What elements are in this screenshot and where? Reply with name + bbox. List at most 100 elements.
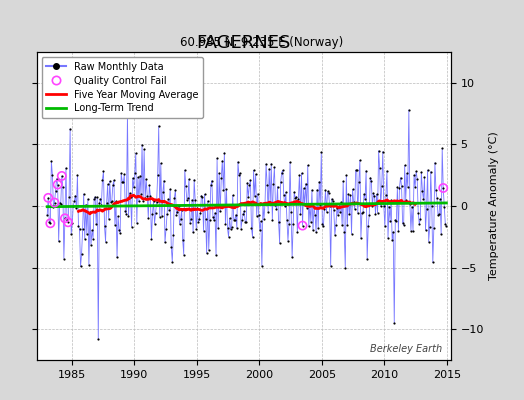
Point [380, 223, 389, 229]
Point [236, 170, 244, 177]
Point [80, 191, 88, 197]
Point [52, 176, 61, 182]
Point [277, 179, 285, 186]
Point [246, 177, 255, 184]
Point [323, 188, 332, 194]
Point [419, 196, 428, 203]
Point [198, 193, 206, 200]
Point [187, 216, 195, 222]
Point [342, 172, 351, 178]
Point [154, 171, 162, 178]
Point [389, 229, 397, 235]
Point [84, 196, 92, 202]
Point [142, 176, 150, 182]
Point [366, 174, 375, 181]
Point [401, 197, 410, 204]
Point [66, 126, 74, 132]
Point [351, 206, 359, 212]
Point [303, 162, 312, 168]
Point [176, 220, 184, 227]
Point [434, 212, 442, 218]
Point [378, 183, 386, 189]
Point [143, 193, 151, 200]
Point [101, 238, 110, 245]
Point [423, 167, 432, 173]
Point [344, 191, 353, 197]
Point [341, 264, 350, 271]
Point [151, 210, 160, 216]
Point [171, 187, 180, 193]
Point [59, 184, 67, 190]
Point [380, 203, 388, 210]
Point [388, 236, 396, 243]
Point [215, 170, 223, 177]
Point [43, 212, 51, 218]
Point [228, 192, 237, 198]
Point [422, 206, 431, 212]
Point [108, 182, 117, 188]
Point [240, 208, 248, 214]
Point [297, 170, 305, 176]
Point [51, 187, 60, 194]
Point [218, 158, 226, 164]
Point [313, 186, 321, 193]
Point [402, 170, 411, 177]
Point [435, 210, 443, 217]
Point [147, 235, 156, 242]
Point [186, 219, 194, 226]
Point [62, 165, 70, 171]
Point [424, 239, 433, 245]
Point [363, 256, 372, 262]
Point [274, 183, 282, 190]
Point [328, 196, 336, 202]
Point [420, 174, 429, 180]
Point [213, 155, 221, 162]
Point [254, 191, 262, 197]
Point [335, 203, 343, 209]
Point [161, 239, 169, 246]
Point [312, 229, 320, 235]
Point [291, 195, 299, 201]
Point [225, 215, 234, 222]
Point [230, 216, 238, 223]
Point [300, 202, 309, 208]
Point [184, 194, 192, 201]
Point [258, 262, 266, 269]
Point [428, 203, 436, 209]
Text: 60.985 N, 9.235 E (Norway): 60.985 N, 9.235 E (Norway) [180, 36, 344, 49]
Point [156, 214, 164, 220]
Point [233, 225, 241, 231]
Point [104, 216, 113, 222]
Point [85, 262, 93, 268]
Point [252, 171, 260, 177]
Point [440, 203, 449, 210]
Point [53, 181, 62, 188]
Point [307, 218, 315, 225]
Point [282, 189, 290, 196]
Point [384, 234, 392, 241]
Point [63, 217, 71, 223]
Point [202, 250, 211, 256]
Point [247, 225, 256, 231]
Point [97, 202, 106, 208]
Point [93, 194, 102, 200]
Point [107, 198, 116, 204]
Point [261, 200, 269, 206]
Point [193, 205, 201, 211]
Point [425, 224, 434, 231]
Point [100, 223, 108, 230]
Point [58, 173, 66, 179]
Point [141, 195, 149, 201]
Point [114, 213, 122, 220]
Point [58, 173, 66, 179]
Point [399, 222, 408, 228]
Point [82, 201, 90, 208]
Point [374, 210, 382, 216]
Point [259, 201, 267, 207]
Point [120, 171, 128, 178]
Point [210, 217, 218, 224]
Point [338, 222, 346, 229]
Point [165, 207, 173, 213]
Point [396, 174, 405, 181]
Point [199, 228, 208, 234]
